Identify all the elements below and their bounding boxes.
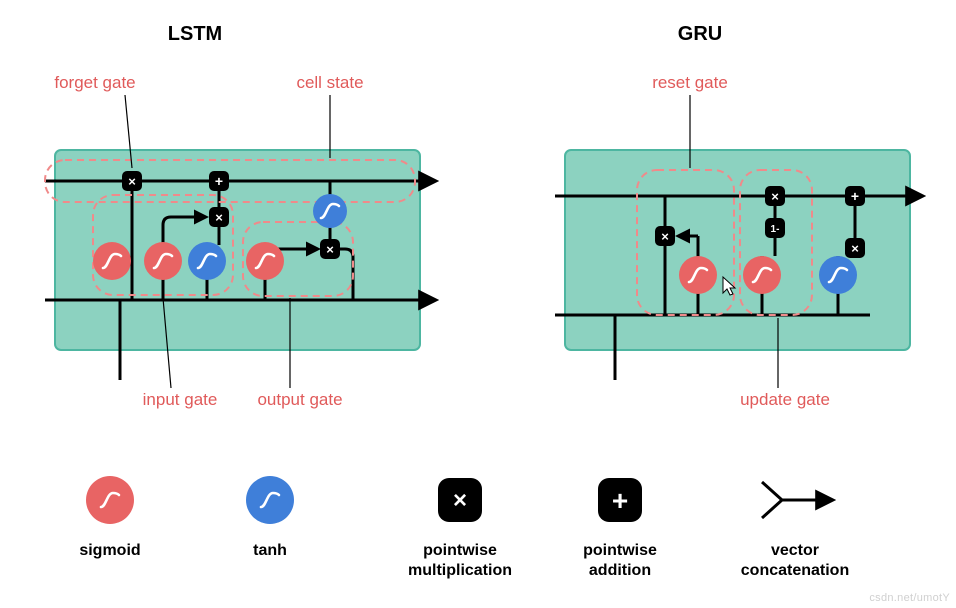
svg-text:+: + [612,485,628,516]
svg-text:×: × [215,210,223,225]
lstm-tanh-out [313,194,347,228]
svg-text:×: × [326,242,334,257]
svg-text:×: × [851,241,859,256]
svg-text:+: + [215,173,223,189]
svg-text:1-: 1- [771,224,780,235]
legend-concat-label-2: concatenation [741,562,849,579]
gru-sig-r [679,256,717,294]
svg-text:×: × [771,189,779,204]
diagram-root: LSTM GRU × + × × [0,0,956,608]
lstm-sig-1 [93,242,131,280]
gru-cell: × × 1- + × reset gate update gate [555,73,922,409]
legend-add: + pointwise addition [583,478,657,579]
gru-title: GRU [678,23,722,45]
svg-text:×: × [661,229,669,244]
legend-tanh: tanh [246,476,294,559]
gru-add: + [845,186,865,206]
legend-tanh-label: tanh [253,542,287,559]
lstm-forget-label: forget gate [54,73,135,92]
legend-sigmoid-label: sigmoid [79,542,140,559]
legend-sigmoid: sigmoid [79,476,140,559]
legend-add-label-2: addition [589,562,651,579]
legend: sigmoid tanh × pointwise multiplication … [79,476,849,579]
lstm-output-label: output gate [257,390,342,409]
lstm-tanh-1 [188,242,226,280]
legend-concat-label-1: vector [771,542,819,559]
gru-sig-u [743,256,781,294]
watermark: csdn.net/umotY [869,592,950,604]
legend-concat: vector concatenation [741,482,849,579]
gru-mult-n: × [845,238,865,258]
svg-text:×: × [128,174,136,189]
svg-text:×: × [453,487,467,514]
gru-update-label: update gate [740,390,830,409]
gru-mult-r: × [655,226,675,246]
gru-mult-u: × [765,186,785,206]
lstm-sig-2 [144,242,182,280]
lstm-cellstate-label: cell state [296,73,363,92]
gru-tanh [819,256,857,294]
lstm-cell: × + × × forget gate cell state input gat… [45,73,435,409]
svg-text:+: + [851,188,859,204]
lstm-sig-3 [246,242,284,280]
lstm-add-1: + [209,171,229,191]
gru-oneminus: 1- [765,218,785,238]
legend-mult-label-2: multiplication [408,562,512,579]
lstm-mult-1: × [122,171,142,191]
lstm-mult-3: × [320,239,340,259]
legend-mult: × pointwise multiplication [408,478,512,579]
legend-add-label-1: pointwise [583,542,657,559]
gru-reset-label: reset gate [652,73,728,92]
legend-mult-label-1: pointwise [423,542,497,559]
lstm-title: LSTM [168,23,222,45]
lstm-input-label: input gate [143,390,218,409]
lstm-mult-2: × [209,207,229,227]
